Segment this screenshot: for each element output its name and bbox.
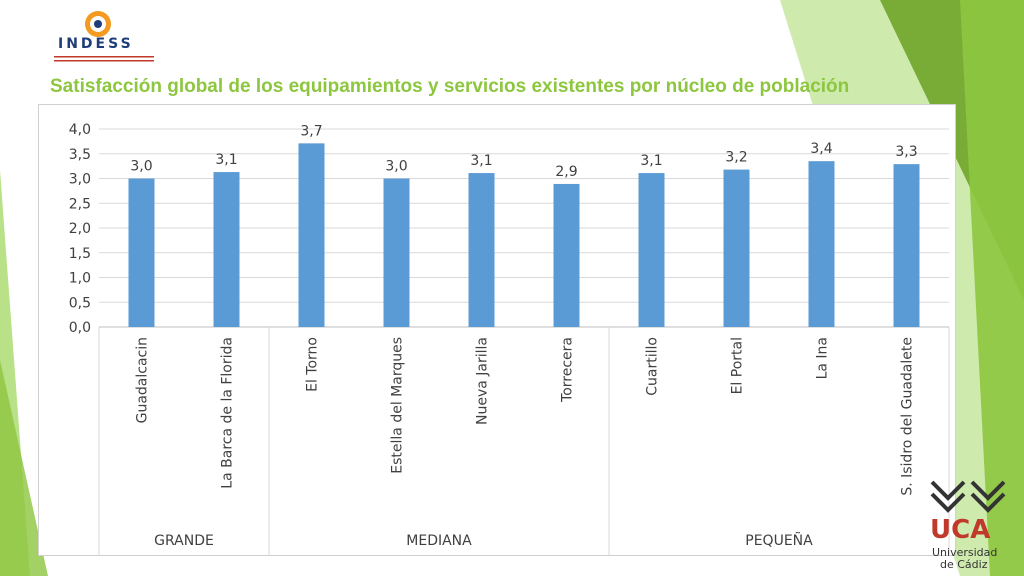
data-label: 3,3 bbox=[895, 144, 917, 160]
category-label: El Portal bbox=[730, 337, 746, 394]
data-label: 3,7 bbox=[300, 123, 322, 139]
group-label: PEQUEÑA bbox=[745, 532, 813, 549]
y-tick-label: 3,5 bbox=[69, 147, 91, 163]
category-label: El Torno bbox=[305, 337, 321, 392]
y-tick-label: 2,5 bbox=[69, 196, 91, 212]
data-label: 3,1 bbox=[470, 153, 492, 169]
bar bbox=[128, 178, 155, 327]
bar-chart: 0,0 0,5 1,0 1,5 2,0 2,5 3,0 3,5 4,0 3,0 Guadalcaci… bbox=[69, 122, 950, 555]
uca-logo: UCA Universidad de Cádiz bbox=[918, 462, 1018, 572]
bar bbox=[298, 143, 325, 327]
category-label: S. Isidro del Guadalete bbox=[900, 337, 916, 496]
data-label: 3,0 bbox=[385, 159, 407, 175]
bar bbox=[213, 172, 240, 327]
y-tick-label: 1,0 bbox=[69, 271, 91, 287]
bar bbox=[808, 161, 835, 327]
bar bbox=[723, 169, 750, 327]
uca-logo-text: UCA bbox=[930, 515, 990, 545]
y-tick-label: 2,0 bbox=[69, 221, 91, 237]
group-label: MEDIANA bbox=[406, 533, 472, 549]
bar bbox=[553, 183, 580, 327]
y-tick-label: 1,5 bbox=[69, 246, 91, 262]
bar bbox=[638, 173, 665, 327]
indess-logo bbox=[40, 6, 170, 68]
bar bbox=[383, 178, 410, 327]
data-label: 3,1 bbox=[215, 152, 237, 168]
category-label: Guadalcacin bbox=[135, 337, 151, 423]
category-label: La Barca de la Florida bbox=[220, 337, 236, 489]
bar bbox=[893, 164, 920, 327]
category-label: Estella del Marques bbox=[390, 337, 406, 474]
data-label: 2,9 bbox=[555, 164, 577, 180]
data-label: 3,0 bbox=[130, 159, 152, 175]
chart-container: 0,0 0,5 1,0 1,5 2,0 2,5 3,0 3,5 4,0 3,0 Guadalcaci… bbox=[38, 104, 956, 556]
y-tick-label: 0,5 bbox=[69, 295, 91, 311]
category-label: Cuartillo bbox=[645, 337, 661, 396]
category-label: Torrecera bbox=[560, 337, 576, 403]
category-label: La Ina bbox=[815, 337, 831, 379]
y-tick-label: 4,0 bbox=[69, 122, 91, 138]
bar bbox=[468, 173, 495, 327]
y-tick-label: 0,0 bbox=[69, 320, 91, 336]
page-title: Satisfacción global de los equipamientos… bbox=[50, 76, 850, 97]
group-label: GRANDE bbox=[154, 533, 214, 549]
data-label: 3,1 bbox=[640, 153, 662, 169]
uca-line1: Universidad bbox=[932, 546, 997, 559]
indess-logo-text: INDESS bbox=[58, 36, 134, 52]
y-tick-label: 3,0 bbox=[69, 172, 91, 188]
uca-line2: de Cádiz bbox=[940, 558, 988, 571]
data-label: 3,2 bbox=[725, 150, 747, 166]
category-label: Nueva Jarilla bbox=[475, 337, 491, 425]
data-label: 3,4 bbox=[810, 141, 832, 157]
